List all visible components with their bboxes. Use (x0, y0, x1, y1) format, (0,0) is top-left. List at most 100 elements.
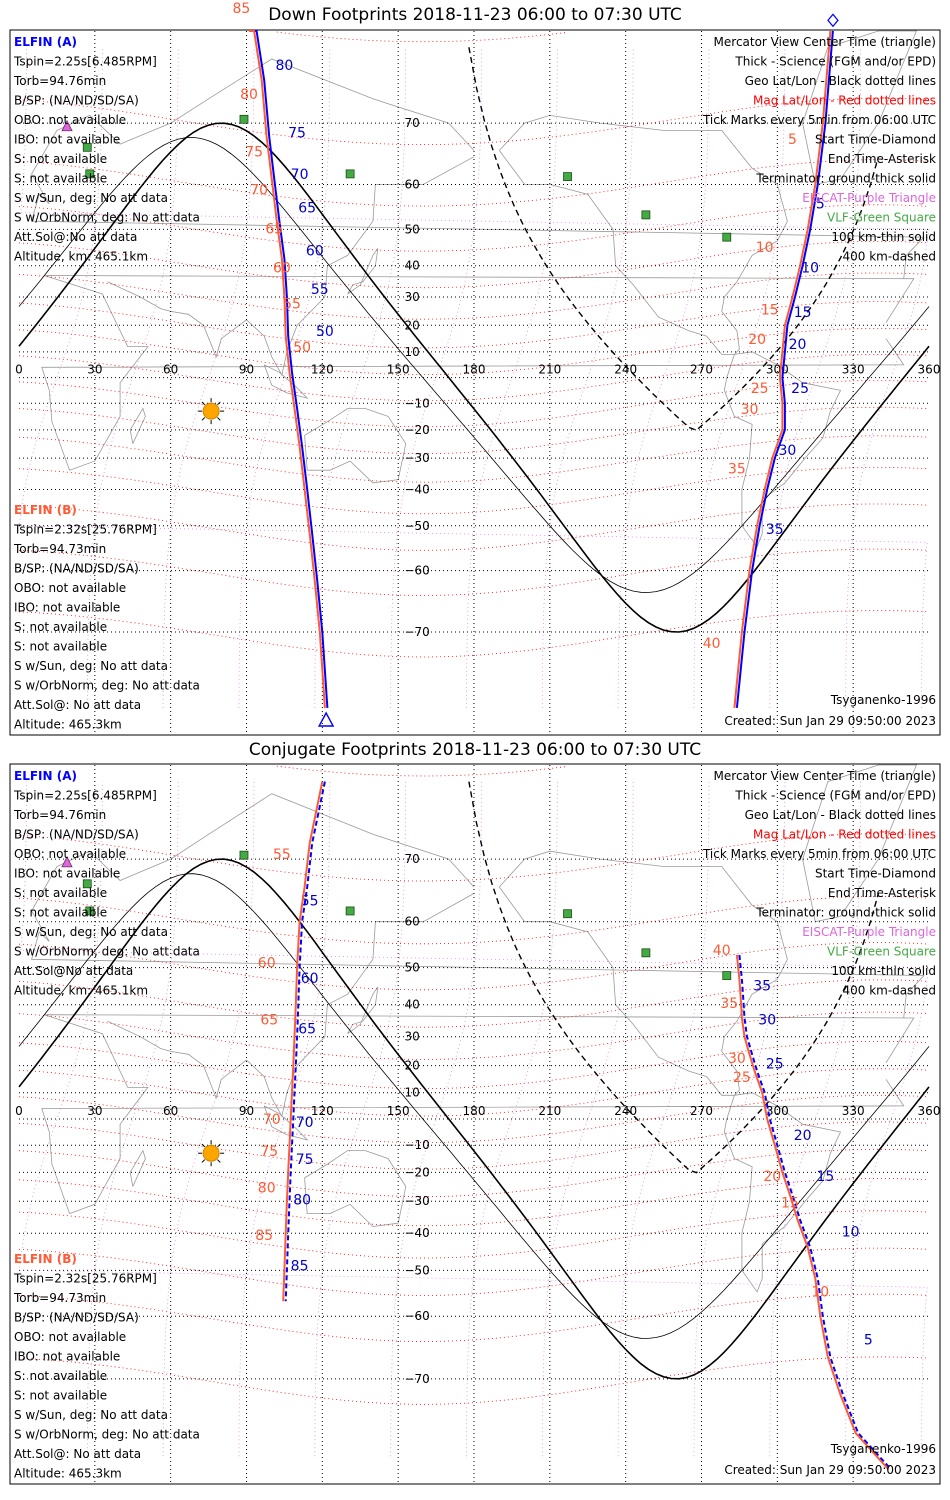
elfin-b-tick-label: 65 (265, 221, 283, 237)
lat-tick-label: −10 (404, 396, 429, 410)
legend: Mercator View Center Time (triangle) Thic… (702, 35, 936, 264)
elfin-b-info-line: IBO: not available (14, 601, 120, 615)
elfin-b-info-line: B/SP: (NA/ND/SD/SA) (14, 562, 139, 576)
elfin-a-tick-label: 25 (766, 1056, 784, 1072)
mag-parallel (18, 1178, 930, 1227)
model-label: Tsyganenko-1996 (830, 693, 936, 707)
mag-parallel (18, 467, 930, 515)
sun-icon (202, 402, 220, 420)
legend-item: Geo Lat/Lon - Black dotted lines (745, 808, 936, 822)
coastline (347, 248, 379, 295)
lon-tick-label: 330 (842, 1104, 865, 1118)
panel-title-down: Down Footprints 2018-11-23 06:00 to 07:3… (268, 5, 682, 25)
lat-tick-label: −60 (404, 1309, 429, 1323)
lon-tick-label: 0 (15, 1104, 23, 1118)
legend-item: 400 km-dashed (842, 250, 936, 264)
elfin-b-tick-label: 70 (250, 182, 268, 198)
mag-parallel (18, 942, 930, 991)
legend-item: End Time-Asterisk (828, 886, 936, 900)
lon-tick-label: 210 (538, 363, 561, 377)
eiscat-triangle-icon (61, 855, 73, 868)
lon-tick-label: 330 (842, 363, 865, 377)
mag-parallel (18, 833, 930, 882)
vlf-square-icon (85, 169, 95, 179)
legend-item: EISCAT-Purple Triangle (802, 925, 936, 939)
vlf-square-icon (239, 850, 249, 860)
vlf-square-icon (641, 948, 651, 958)
coastline (263, 1105, 309, 1141)
vlf-square-icon (345, 906, 355, 916)
center-time-triangle-icon (317, 711, 335, 727)
elfin-b-tick-label: 20 (763, 1169, 781, 1185)
coastline (41, 1014, 915, 1215)
lat-tick-label: 20 (404, 1059, 419, 1073)
elfin-b-tick-label: 40 (703, 636, 721, 652)
mag-parallel (18, 204, 930, 252)
legend-item: End Time-Asterisk (828, 152, 936, 166)
mag-parallel (18, 97, 930, 146)
elfin-b-tick-label: 15 (781, 1195, 799, 1211)
terminator-100km (18, 136, 930, 593)
mag-parallel (18, 159, 930, 207)
lon-tick-label: 360 (918, 1104, 941, 1118)
elfin-b-tick-label: 5 (788, 132, 797, 148)
elfin-b-tick-label: 25 (751, 381, 769, 397)
lat-tick-label: 10 (404, 1086, 419, 1100)
elfin-a-tick-label: 30 (779, 443, 797, 459)
elfin-b-tick-label: 55 (283, 297, 301, 313)
elfin-b-tick-label: 75 (245, 145, 263, 161)
coastline (107, 156, 475, 377)
legend-item: 100 km-thin solid (831, 230, 936, 244)
elfin-b-tick-label: 75 (260, 1144, 278, 1160)
coastline (304, 1150, 407, 1227)
lon-tick-label: 120 (311, 1104, 334, 1118)
elfin-a-info-line: IBO: not available (14, 133, 120, 147)
elfin-a-tick-label: 25 (791, 381, 809, 397)
lon-tick-label: 30 (87, 363, 102, 377)
coastline (802, 30, 917, 185)
lon-tick-label: 150 (387, 1104, 410, 1118)
elfin-b-info-line: B/SP: (NA/ND/SD/SA) (14, 1311, 139, 1325)
vlf-square-icon (563, 172, 572, 181)
elfin-b-track (282, 781, 324, 1302)
start-diamond-icon (827, 13, 839, 28)
elfin-a-tick-label: 15 (794, 305, 812, 321)
mag-parallel (18, 435, 930, 483)
legend-item: Terminator: ground-thick solid (755, 172, 936, 186)
mag-parallel (18, 1011, 930, 1060)
lat-tick-label: −10 (404, 1138, 429, 1152)
lat-tick-label: −70 (404, 1372, 429, 1386)
mag-meridian (20, 781, 930, 1457)
vlf-square-icon (563, 909, 572, 919)
mag-parallel (18, 380, 930, 428)
elfin-b-tick-label: 40 (713, 943, 731, 959)
elfin-a-tick-label: 35 (753, 979, 771, 995)
elfin-b-tick-label: 85 (255, 1228, 273, 1244)
elfin-a-tick-label: 30 (758, 1012, 776, 1028)
elfin-a-track (735, 30, 834, 708)
elfin-b-tick-label: 80 (258, 1180, 276, 1196)
elfin-b-info-line: Att.Sol@: No att data (14, 1447, 141, 1461)
mag-parallel (276, 31, 566, 43)
elfin-a-track (251, 30, 329, 708)
coastline (802, 764, 917, 923)
lon-tick-label: 360 (918, 363, 941, 377)
legend-item: Mag Lat/Lon - Red dotted lines (753, 828, 936, 842)
coastline (304, 408, 407, 484)
elfin-a-tick-label: 80 (276, 58, 294, 74)
elfin-a-info-line: B/SP: (NA/ND/SD/SA) (14, 94, 139, 108)
elfin-b-tick-label: 60 (273, 260, 291, 276)
elfin-a-info-line: B/SP: (NA/ND/SD/SA) (14, 828, 139, 842)
legend-item: Thick - Science (FGM and/or EPD) (734, 789, 936, 803)
lon-tick-label: 180 (463, 1104, 486, 1118)
sun-ray (201, 401, 206, 406)
elfin-b-track (249, 30, 326, 708)
sun-ray (217, 417, 221, 421)
created-timestamp: Created: Sun Jan 29 09:50:00 2023 (724, 1463, 936, 1477)
vlf-square-icon (82, 879, 92, 889)
mag-parallel (18, 979, 930, 1028)
lon-tick-label: 300 (766, 363, 789, 377)
lon-tick-label: 300 (766, 1104, 789, 1118)
elfin-a-info-line: Tspin=2.25s[6.485RPM] (13, 789, 157, 803)
